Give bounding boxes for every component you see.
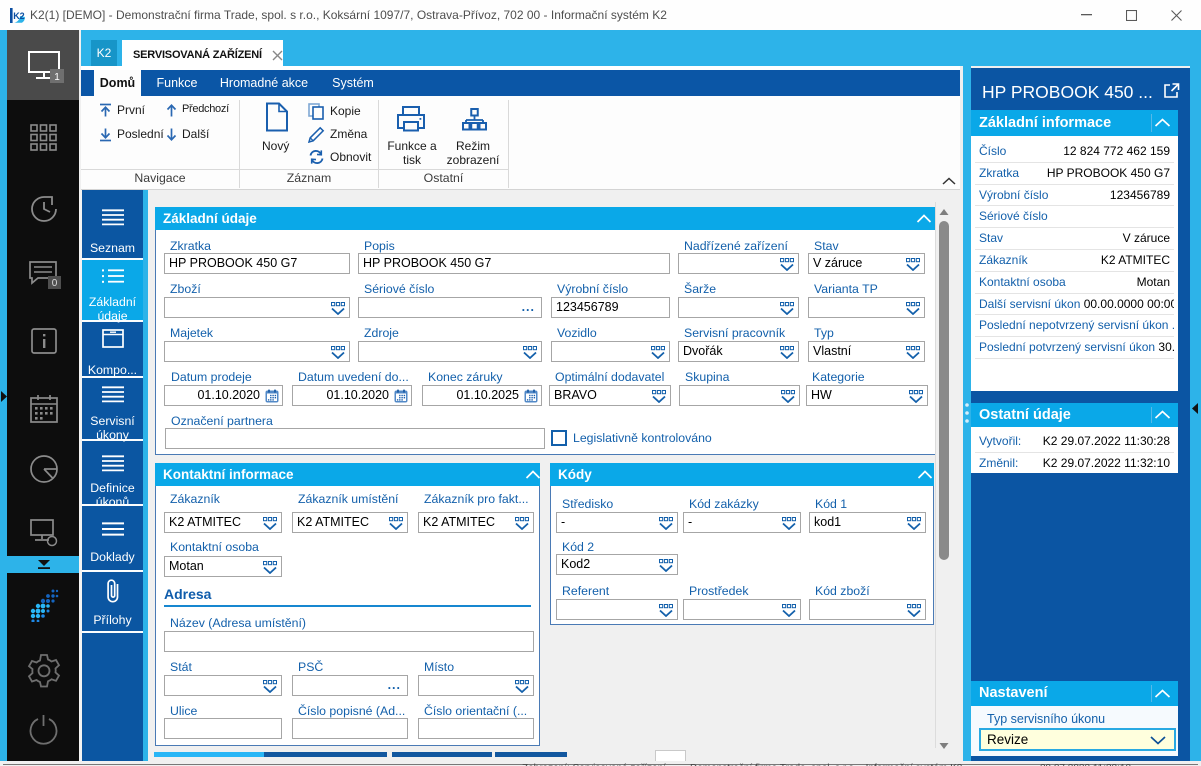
svg-text:1: 1 [54, 72, 60, 83]
svg-text:0: 0 [52, 278, 58, 289]
svg-text:K2: K2 [13, 11, 25, 21]
